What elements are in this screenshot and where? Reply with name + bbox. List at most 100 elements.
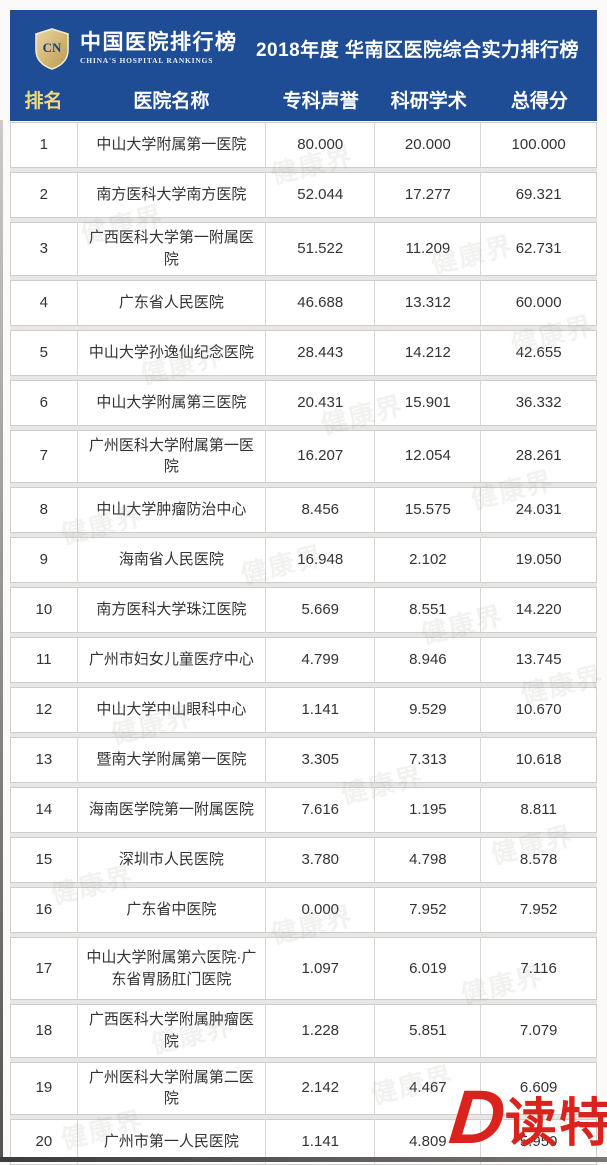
cell-name: 广州医科大学附属第一医院: [78, 430, 267, 482]
cell-specialty: 0.000: [266, 888, 376, 932]
table-row: 15 深圳市人民医院 3.780 4.798 8.578: [10, 837, 597, 883]
cell-name: 广东省人民医院: [78, 280, 267, 325]
cell-research: 1.195: [375, 788, 482, 832]
cell-specialty: 1.141: [266, 1120, 376, 1164]
cell-specialty: 52.044: [266, 173, 376, 217]
cell-total: 8.578: [519, 851, 558, 869]
cell-name: 广州市妇女儿童医疗中心: [78, 638, 267, 682]
cell-total: 6.609: [519, 1079, 558, 1097]
cell-total: 24.031: [515, 501, 562, 519]
column-header-total: 总得分: [510, 90, 568, 112]
table-row: 6 中山大学附属第三医院 20.431 15.901 36.332: [10, 379, 597, 426]
cell-rank: 20: [11, 1120, 78, 1164]
cell-rank: 10: [11, 588, 78, 632]
cell-rank: 6: [11, 380, 78, 425]
cell-research: 12.054: [375, 430, 482, 482]
cell-specialty: 28.443: [266, 330, 376, 375]
cell-research: 14.212: [375, 330, 482, 375]
banner-top: CN 中国医院排行榜 CHINA'S HOSPITAL RANKINGS 201…: [10, 10, 597, 77]
cell-name: 海南省人民医院: [78, 538, 267, 582]
cell-research: 20.000: [375, 123, 482, 167]
cell-rank: 2: [11, 173, 78, 217]
logo-subtitle: CHINA'S HOSPITAL RANKINGS: [80, 56, 214, 66]
photo-edge-bottom: [0, 1157, 607, 1162]
cell-name: 中山大学附属第一医院: [78, 123, 267, 167]
cell-specialty: 3.780: [266, 838, 376, 882]
cn-shield-icon: CN: [35, 27, 69, 70]
table-row: 11 广州市妇女儿童医疗中心 4.799 8.946 13.745: [10, 637, 597, 683]
cell-total: 28.261: [515, 447, 562, 465]
photo-edge-left: [0, 120, 3, 1162]
table-row: 3 广西医科大学第一附属医院 51.522 11.209 62.731: [10, 222, 597, 276]
cell-rank: 17: [11, 938, 78, 999]
column-headers: 排名 医院名称 专科声誉 科研学术 总得分: [10, 77, 597, 121]
cell-total: 60.000: [515, 293, 562, 311]
cell-specialty: 51.522: [266, 223, 376, 275]
table-row: 5 中山大学孙逸仙纪念医院 28.443 14.212 42.655: [10, 329, 597, 376]
cell-research: 8.946: [375, 638, 482, 682]
cell-rank: 7: [11, 430, 78, 482]
cell-research: 15.575: [375, 488, 482, 532]
cell-name: 广西医科大学第一附属医院: [78, 223, 267, 275]
column-header-specialty: 专科声誉: [282, 90, 359, 112]
cell-rank: 15: [11, 838, 78, 882]
logo-title: 中国医院排行榜: [80, 31, 238, 55]
cell-name: 南方医科大学南方医院: [78, 173, 267, 217]
cell-specialty: 16.948: [266, 538, 376, 582]
table-row: 4 广东省人民医院 46.688 13.312 60.000: [10, 279, 597, 326]
cell-name: 广西医科大学附属肿瘤医院: [78, 1005, 267, 1057]
table-row: 19 广州医科大学附属第二医院 2.142 4.467 6.609: [10, 1061, 597, 1115]
cell-total: 13.745: [515, 651, 562, 669]
cell-specialty: 80.000: [266, 123, 376, 167]
cell-total: 42.655: [515, 343, 562, 361]
cell-specialty: 4.799: [266, 638, 376, 682]
cell-research: 4.798: [375, 838, 482, 882]
cell-total: 100.000: [511, 136, 566, 154]
cell-research: 8.551: [375, 588, 482, 632]
cell-total: 7.116: [520, 959, 557, 977]
cell-rank: 5: [11, 330, 78, 375]
cell-total: 19.050: [515, 551, 562, 569]
cell-total: 10.670: [515, 701, 562, 719]
table-row: 17 中山大学附属第六医院·广东省胃肠肛门医院 1.097 6.019 7.116: [10, 937, 597, 1000]
logo-text: 中国医院排行榜 CHINA'S HOSPITAL RANKINGS: [80, 31, 238, 66]
cell-specialty: 7.616: [266, 788, 376, 832]
cell-rank: 14: [11, 788, 78, 832]
cell-specialty: 8.456: [266, 488, 376, 532]
table-row: 12 中山大学中山眼科中心 1.141 9.529 10.670: [10, 687, 597, 733]
cell-research: 4.809: [375, 1120, 482, 1164]
cell-research: 6.019: [375, 938, 482, 999]
cell-research: 13.312: [375, 280, 482, 325]
cell-specialty: 1.228: [266, 1005, 376, 1057]
cell-specialty: 20.431: [266, 380, 376, 425]
cell-rank: 4: [11, 280, 78, 325]
cell-total: 5.950: [519, 1133, 558, 1151]
column-header-rank: 排名: [24, 90, 63, 112]
table-row: 18 广西医科大学附属肿瘤医院 1.228 5.851 7.079: [10, 1004, 597, 1058]
cell-rank: 19: [11, 1062, 78, 1114]
cell-rank: 11: [11, 638, 78, 682]
banner: CN 中国医院排行榜 CHINA'S HOSPITAL RANKINGS 201…: [10, 10, 597, 121]
cell-specialty: 46.688: [266, 280, 376, 325]
cell-name: 暨南大学附属第一医院: [78, 738, 267, 782]
cell-research: 15.901: [375, 380, 482, 425]
cell-total: 7.952: [519, 901, 558, 919]
cell-total: 62.731: [515, 239, 562, 257]
cell-specialty: 1.097: [266, 938, 376, 999]
cell-specialty: 3.305: [266, 738, 376, 782]
table-row: 1 中山大学附属第一医院 80.000 20.000 100.000: [10, 122, 597, 168]
column-header-name: 医院名称: [133, 90, 210, 112]
cell-rank: 13: [11, 738, 78, 782]
cell-total: 69.321: [515, 186, 562, 204]
cell-name: 中山大学中山眼科中心: [78, 688, 267, 732]
cell-name: 广州医科大学附属第二医院: [78, 1062, 267, 1114]
cell-rank: 8: [11, 488, 78, 532]
cell-specialty: 1.141: [266, 688, 376, 732]
ranking-title: 2018年度 华南区医院综合实力排行榜: [255, 40, 579, 61]
cell-name: 中山大学肿瘤防治中心: [78, 488, 267, 532]
table-row: 9 海南省人民医院 16.948 2.102 19.050: [10, 537, 597, 583]
cell-research: 9.529: [375, 688, 482, 732]
cell-rank: 9: [11, 538, 78, 582]
table-row: 13 暨南大学附属第一医院 3.305 7.313 10.618: [10, 737, 597, 783]
